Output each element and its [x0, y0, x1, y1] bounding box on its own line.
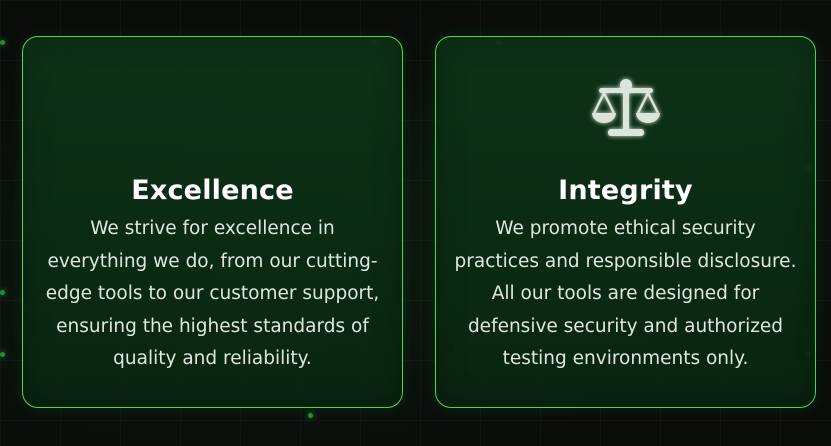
card-description: We strive for excellence in everything w…	[45, 218, 380, 369]
value-card-integrity: Integrity We promote ethical security pr…	[435, 36, 816, 408]
network-node	[0, 290, 5, 295]
network-node	[0, 40, 5, 45]
card-title: Excellence	[131, 175, 294, 206]
network-node	[0, 352, 5, 357]
card-title: Integrity	[558, 175, 693, 206]
value-card-excellence: Excellence We strive for excellence in e…	[22, 36, 403, 408]
scale-icon	[586, 75, 666, 145]
network-node	[308, 413, 313, 418]
card-description: We promote ethical security practices an…	[454, 218, 797, 369]
